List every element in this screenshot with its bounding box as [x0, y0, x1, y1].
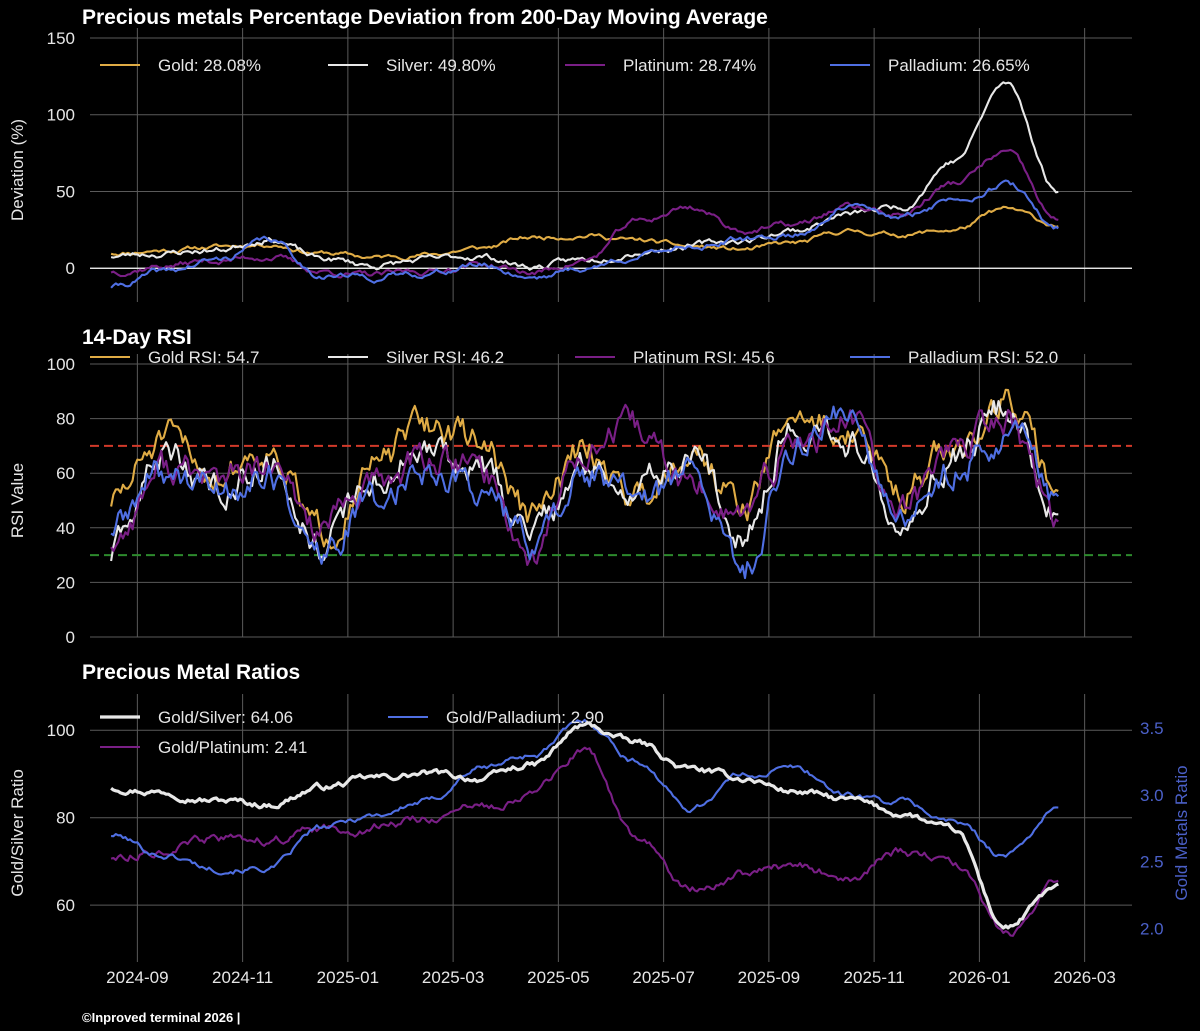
legend-label-gold: Gold: 28.08%	[158, 56, 261, 75]
legend-label-platinum: Gold/Platinum: 2.41	[158, 738, 307, 757]
legend-label-silver: Silver: 49.80%	[386, 56, 496, 75]
series-line-gold	[110, 205, 1059, 262]
legend-label-silver: Gold/Silver: 64.06	[158, 708, 293, 727]
legend-label-gold: Gold RSI: 54.7	[148, 348, 260, 367]
x-tick-label: 2024-11	[212, 968, 273, 987]
panel-1: Precious metals Percentage Deviation fro…	[8, 6, 1132, 302]
panel-2: 14-Day RSI 0 20 40 60 80 100 RSI Value Gold RSI:…	[8, 326, 1132, 647]
x-tick-label: 2026-03	[1053, 968, 1115, 987]
y-tick-label-right: 2.0	[1140, 920, 1164, 939]
series-line-palladium	[110, 405, 1060, 580]
y-tick-label: 100	[47, 355, 75, 374]
y-tick-label: 100	[47, 721, 75, 740]
y-tick-label: 150	[47, 29, 75, 48]
series-line-silver	[110, 81, 1059, 271]
y-tick-label: 0	[66, 259, 75, 278]
x-tick-label: 2025-07	[632, 968, 694, 987]
legend-label-platinum: Platinum RSI: 45.6	[633, 348, 775, 367]
panel-title: Precious Metal Ratios	[82, 661, 300, 684]
y-tick-label: 40	[56, 519, 75, 538]
x-tick-label: 2024-09	[106, 968, 168, 987]
panel-title: 14-Day RSI	[82, 326, 192, 349]
y-axis-label-right: Gold Metals Ratio	[1172, 765, 1191, 900]
legend-label-platinum: Platinum: 28.74%	[623, 56, 756, 75]
y-tick-label: 50	[56, 182, 75, 201]
y-axis-label: Deviation (%)	[8, 119, 27, 221]
y-tick-label-right: 2.5	[1140, 853, 1164, 872]
y-tick-label-right: 3.5	[1140, 719, 1164, 738]
y-axis-label: Gold/Silver Ratio	[8, 769, 27, 897]
x-tick-label: 2025-11	[844, 968, 905, 987]
x-tick-label: 2025-09	[738, 968, 800, 987]
y-tick-label: 60	[56, 464, 75, 483]
x-tick-label: 2026-01	[948, 968, 1010, 987]
panel-title: Precious metals Percentage Deviation fro…	[82, 6, 768, 29]
legend-label-palladium: Palladium: 26.65%	[888, 56, 1030, 75]
footer-credit: ©Inproved terminal 2026 |	[82, 1010, 241, 1025]
series-line-palladium	[111, 718, 1059, 876]
series-line-platinum	[110, 746, 1059, 937]
y-tick-label: 80	[56, 809, 75, 828]
panel-3: Precious Metal Ratios 60 80 100 Gold/Silver …	[8, 661, 1191, 962]
legend-label-silver: Silver RSI: 46.2	[386, 348, 504, 367]
x-tick-label: 2025-05	[527, 968, 589, 987]
x-tick-label: 2025-01	[317, 968, 379, 987]
y-axis-label: RSI Value	[8, 463, 27, 538]
legend-label-palladium: Gold/Palladium: 2.90	[446, 708, 604, 727]
legend-label-palladium: Palladium RSI: 52.0	[908, 348, 1058, 367]
y-tick-label-right: 3.0	[1140, 786, 1164, 805]
series-line-palladium	[110, 179, 1059, 289]
y-tick-label: 60	[56, 896, 75, 915]
y-tick-label: 100	[47, 106, 75, 125]
y-tick-label: 20	[56, 573, 75, 592]
y-tick-label: 0	[66, 628, 75, 647]
series-line-platinum	[110, 403, 1059, 567]
y-tick-label: 80	[56, 410, 75, 429]
series-line-platinum	[110, 148, 1059, 279]
x-tick-label: 2025-03	[422, 968, 484, 987]
series-line-silver	[110, 721, 1059, 930]
